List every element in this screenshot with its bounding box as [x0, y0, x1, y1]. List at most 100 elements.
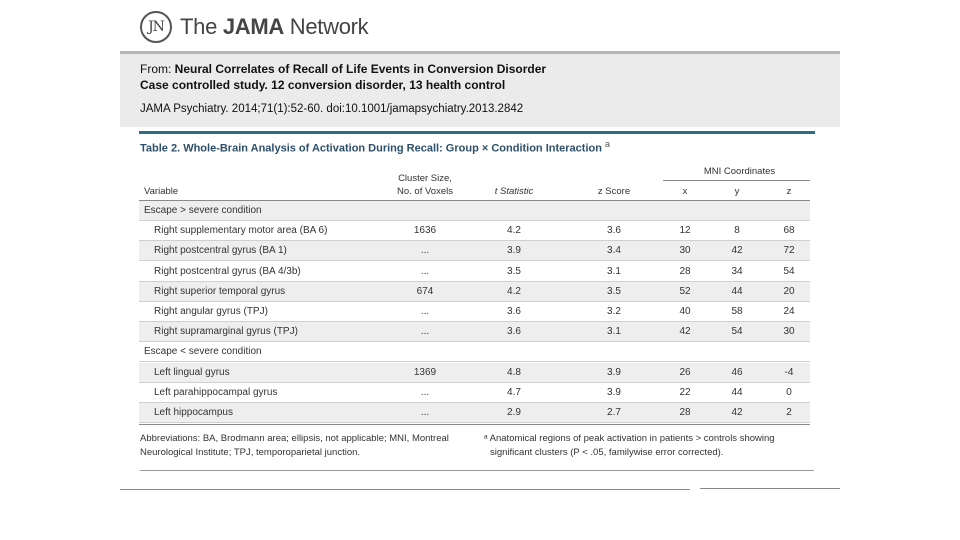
header-bottom-rule — [139, 200, 810, 201]
region-label: Right supramarginal gyrus (TPJ) — [154, 326, 298, 338]
table-row: Right supplementary motor area (BA 6) 163… — [139, 221, 810, 242]
mni-z-cell: 24 — [783, 306, 795, 317]
cluster-size-cell: 1636 — [413, 225, 437, 237]
z-score-cell: 3.4 — [607, 245, 621, 257]
jn-logo-icon: JN — [140, 11, 172, 43]
table-row: Left hippocampus... 2.9 2.7 28 42 2 — [139, 403, 810, 423]
table-row: Right superior temporal gyrus 674 4.2 3.5 52… — [139, 281, 810, 302]
table-title: Table 2. Whole-Brain Analysis of Activat… — [140, 139, 611, 155]
region-label: Left lingual gyrus — [154, 366, 230, 378]
mni-z-cell: 30 — [783, 326, 795, 338]
mni-z-cell: 0 — [786, 386, 792, 398]
z-score-cell: 3.9 — [607, 366, 621, 378]
t-statistic-cell: 4.8 — [507, 366, 521, 378]
cluster-size-cell: ... — [420, 407, 430, 418]
mni-z-cell: 20 — [783, 285, 795, 297]
cluster-size-cell: 674 — [416, 285, 434, 297]
table-row: Right angular gyrus (TPJ)... 3.6 3.2 40 58 24 — [139, 302, 810, 322]
row-divider — [139, 361, 810, 363]
logo-wordmark: The JAMA Network — [180, 14, 369, 39]
cluster-size-cell: 1369 — [413, 366, 437, 378]
region-label: Right angular gyrus (TPJ) — [154, 306, 268, 317]
cluster-size-cell: ... — [420, 245, 430, 257]
mni-x-cell: 40 — [679, 306, 691, 317]
mni-x-cell: 30 — [679, 245, 691, 257]
z-score-cell: 2.7 — [607, 407, 621, 418]
mni-z-cell: 54 — [783, 265, 795, 277]
row-divider — [139, 341, 810, 343]
row-divider — [139, 240, 810, 242]
mni-x-cell: 28 — [679, 265, 691, 277]
mni-y-cell: 58 — [731, 306, 743, 317]
table-bottom-rule — [139, 424, 810, 425]
row-divider — [139, 321, 810, 322]
mni-header: MNI Coordinates — [703, 166, 776, 177]
t-statistic-cell: 4.2 — [507, 285, 521, 297]
mni-x-cell: 42 — [679, 326, 691, 338]
region-label: Right superior temporal gyrus — [154, 285, 286, 297]
z-coord-header: z — [786, 186, 792, 197]
z-score-cell: 3.1 — [607, 326, 621, 338]
z-score-cell: 3.5 — [607, 285, 621, 297]
z-score-cell: 3.2 — [607, 306, 621, 317]
citation-subtitle: Case controlled study. 12 conversion dis… — [140, 78, 506, 92]
table-row: Left parahippocampal gyrus... 4.7 3.9 22 44 0 — [139, 383, 810, 403]
t-statistic-cell: 2.9 — [507, 407, 521, 418]
mni-x-cell: 22 — [679, 386, 691, 398]
row-divider — [139, 280, 810, 282]
article-title: Neural Correlates of Recall of Life Even… — [174, 62, 547, 76]
t-statistic-cell: 3.6 — [507, 326, 521, 338]
z-score-cell: 3.1 — [607, 265, 621, 277]
table-group-row: Escape > severe condition — [139, 201, 810, 221]
mni-x-cell: 26 — [679, 366, 691, 378]
mni-z-cell: 2 — [786, 407, 792, 418]
citation-reference: JAMA Psychiatry. 2014;71(1):52-60. doi:1… — [140, 103, 524, 115]
t-statistic-cell: 4.7 — [507, 386, 521, 398]
table-row: Right postcentral gyrus (BA 1)... 3.9 3.4 3… — [139, 241, 810, 262]
row-divider — [139, 260, 810, 262]
region-label: Right supplementary motor area (BA 6) — [154, 225, 328, 237]
cluster-header-line2: No. of Voxels — [397, 186, 453, 197]
row-divider — [139, 381, 810, 383]
mni-y-cell: 44 — [731, 285, 743, 297]
region-label: Left hippocampus — [154, 407, 233, 418]
cluster-header-line1: Cluster Size, — [398, 173, 452, 184]
cluster-size-cell: ... — [420, 386, 430, 398]
table-figure: Table 2. Whole-Brain Analysis of Activat… — [139, 131, 815, 471]
mni-x-cell: 28 — [679, 407, 691, 418]
z-score-cell: 3.9 — [607, 386, 621, 398]
page-bottom-rule-right — [700, 488, 840, 489]
mni-z-cell: 68 — [783, 225, 795, 237]
mni-x-cell: 52 — [679, 285, 691, 297]
mni-y-cell: 8 — [734, 225, 740, 237]
row-divider — [139, 422, 810, 423]
jama-network-logo: JN The JAMA Network — [140, 10, 369, 44]
mni-y-cell: 34 — [731, 265, 743, 277]
citation-title-line: From: Neural Correlates of Recall of Lif… — [140, 62, 547, 76]
table-row: Right postcentral gyrus (BA 4/3b)... 3.5 3… — [139, 262, 810, 282]
table-group-row: Escape < severe condition — [139, 342, 810, 363]
mni-x-cell: 12 — [679, 225, 691, 237]
figure-top-rule — [139, 131, 815, 134]
mni-y-cell: 44 — [731, 386, 743, 398]
cluster-size-cell: ... — [420, 265, 430, 277]
table-row: Left lingual gyrus 1369 4.8 3.9 26 46 -4 — [139, 362, 810, 383]
cluster-size-cell: ... — [420, 306, 430, 317]
group-label: Escape > severe condition — [144, 205, 262, 216]
mni-y-cell: 54 — [731, 326, 743, 338]
mni-y-cell: 42 — [731, 245, 743, 257]
page-bottom-rule-left — [120, 489, 690, 490]
variable-header: Variable — [144, 186, 179, 197]
cluster-size-cell: ... — [420, 326, 430, 338]
mni-z-cell: 72 — [783, 245, 795, 257]
row-divider — [139, 220, 810, 221]
figure-bottom-rule — [140, 470, 814, 471]
table-row: Right supramarginal gyrus (TPJ)... 3.6 3.1… — [139, 322, 810, 343]
citation-box: From: Neural Correlates of Recall of Lif… — [120, 51, 840, 127]
t-statistic-cell: 3.5 — [507, 265, 521, 277]
z-score-header: z Score — [597, 186, 631, 197]
mni-header-rule — [663, 180, 810, 181]
footnote-a: ᵃ Anatomical regions of peak activation … — [484, 433, 775, 458]
row-divider — [139, 300, 810, 302]
x-header: x — [682, 186, 688, 197]
